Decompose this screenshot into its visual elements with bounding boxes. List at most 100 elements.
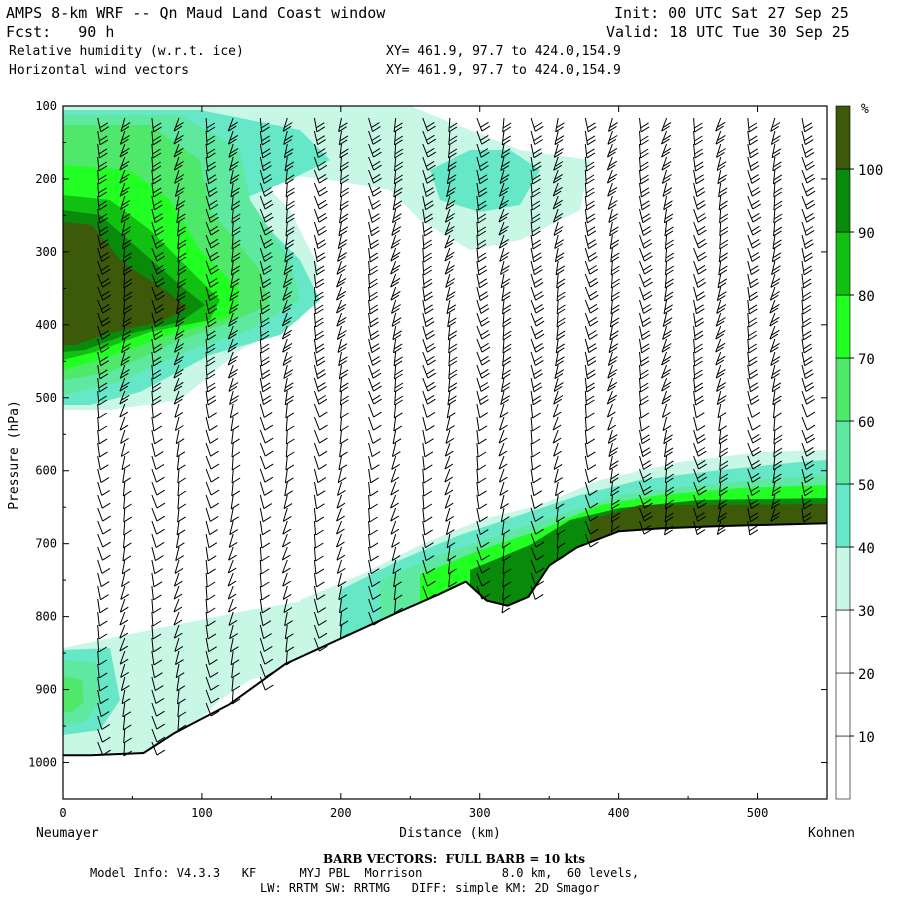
wind-barb xyxy=(801,416,816,431)
wind-barb xyxy=(368,273,378,289)
wind-barb xyxy=(175,533,185,549)
wind-barb xyxy=(556,325,566,341)
wind-barb xyxy=(422,156,436,171)
wind-barb xyxy=(151,247,166,262)
wind-barb xyxy=(119,598,129,613)
wind-barb xyxy=(205,156,217,172)
wind-barb xyxy=(747,208,762,223)
wind-barb xyxy=(422,507,433,523)
wind-barb xyxy=(584,338,598,354)
wind-barb xyxy=(368,208,381,223)
wind-barb xyxy=(282,273,293,288)
wind-barb xyxy=(231,689,241,705)
wind-barb xyxy=(448,572,457,588)
wind-barb xyxy=(122,481,132,497)
wind-barb xyxy=(205,338,216,354)
wind-barb xyxy=(285,429,295,445)
wind-barb xyxy=(476,247,487,263)
wind-barb xyxy=(205,676,219,691)
wind-barb xyxy=(584,455,597,471)
wind-barb xyxy=(259,390,272,406)
wind-barb xyxy=(336,559,346,574)
colorbar-band xyxy=(835,609,851,674)
wind-barb xyxy=(391,312,402,327)
wind-barb xyxy=(719,208,729,224)
wind-barb xyxy=(368,377,382,392)
wind-barb xyxy=(801,442,815,457)
wind-barb xyxy=(639,429,651,445)
wind-barb xyxy=(530,520,544,535)
wind-barb xyxy=(801,117,813,133)
wind-barb xyxy=(392,559,402,575)
wind-barb xyxy=(227,130,239,145)
wind-barb xyxy=(205,416,218,432)
wind-barb xyxy=(610,247,620,263)
wind-barb xyxy=(391,221,402,236)
wind-barb xyxy=(747,156,760,172)
y-tick-label: 400 xyxy=(35,318,57,332)
terrain-surface-line xyxy=(63,522,828,757)
wind-barb xyxy=(284,468,294,484)
wind-barb xyxy=(173,364,184,379)
wind-barb xyxy=(747,351,758,367)
wind-barb xyxy=(205,546,217,562)
wind-barb xyxy=(693,338,704,354)
wind-barb xyxy=(151,715,166,730)
wind-barb xyxy=(445,286,456,301)
wind-barb xyxy=(606,156,618,171)
wind-barb xyxy=(664,286,674,302)
wind-barb xyxy=(97,351,109,367)
wind-barb xyxy=(801,325,812,341)
wind-barb xyxy=(476,195,487,211)
wind-barb xyxy=(446,533,456,549)
wind-barb xyxy=(259,481,273,496)
wind-barb xyxy=(313,312,324,328)
wind-barb xyxy=(663,195,673,211)
wind-barb xyxy=(151,598,162,614)
wind-barb xyxy=(553,455,563,470)
wind-barb xyxy=(639,520,653,535)
wind-barb xyxy=(500,156,510,172)
wind-barb xyxy=(338,585,348,601)
wind-barb xyxy=(476,221,487,237)
wind-barb xyxy=(609,325,619,341)
wind-barb xyxy=(259,247,273,262)
wind-barb xyxy=(502,117,512,133)
wind-barb xyxy=(530,585,544,600)
wind-barb xyxy=(120,208,131,223)
colorbar-label: 50 xyxy=(858,478,875,494)
wind-barb xyxy=(476,299,490,314)
wind-barb xyxy=(119,130,130,145)
wind-barb xyxy=(770,507,781,522)
wind-barb xyxy=(661,377,672,392)
wind-barb xyxy=(368,559,380,575)
wind-barb xyxy=(498,468,508,483)
wind-barb xyxy=(801,208,815,223)
wind-barb xyxy=(554,247,565,263)
wind-barb xyxy=(693,520,706,536)
colorbar-label: 60 xyxy=(858,415,875,431)
wind-barb xyxy=(97,143,108,159)
wind-barb xyxy=(119,650,129,665)
wind-barb xyxy=(394,598,403,614)
wind-barb xyxy=(283,598,293,614)
wind-barb xyxy=(584,130,596,146)
wind-barb xyxy=(151,663,163,679)
wind-barb xyxy=(205,598,216,614)
wind-barb xyxy=(176,455,186,471)
wind-barb xyxy=(283,143,294,159)
wind-barb xyxy=(716,520,727,536)
wind-barb xyxy=(227,572,237,587)
wind-barb xyxy=(693,325,704,341)
wind-barb xyxy=(476,182,488,198)
wind-barb xyxy=(97,676,108,692)
wind-barb xyxy=(530,364,543,380)
wind-barb xyxy=(151,702,165,717)
wind-barb xyxy=(228,546,237,561)
wind-barb xyxy=(205,351,216,367)
wind-barb xyxy=(230,507,239,523)
wind-barb xyxy=(553,377,564,392)
wind-barb xyxy=(205,377,216,393)
wind-barb xyxy=(530,494,543,510)
wind-barb xyxy=(801,338,813,354)
